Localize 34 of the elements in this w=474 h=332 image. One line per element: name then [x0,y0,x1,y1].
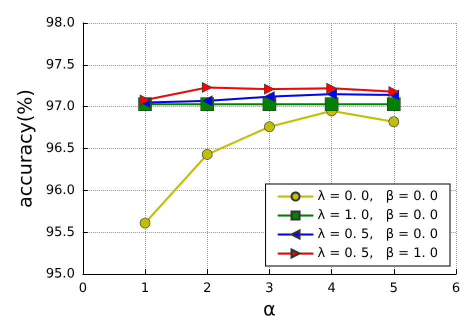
x-tick-label: 6 [452,281,460,296]
y-tick-label: 96.0 [46,182,75,198]
legend-label: λ = 0. 5, β = 0. 0 [318,227,438,242]
y-tick-label: 95.5 [46,224,75,240]
y-tick-label: 95.0 [46,266,75,282]
point [326,88,337,100]
x-tick-label: 5 [390,281,398,296]
point [264,121,275,132]
point [324,97,338,111]
point [140,218,150,228]
point [387,97,401,111]
point [202,82,213,93]
point [264,84,275,94]
y-tick-label: 97.5 [46,57,75,72]
y-tick-label: 97.0 [46,99,75,114]
legend-label: λ = 1. 0, β = 0. 0 [318,208,438,223]
y-axis-title: accuracy(%) [14,89,36,208]
y-tick-label: 96.5 [46,141,75,156]
x-tick-label: 0 [78,281,87,296]
x-tick-label: 3 [265,281,274,296]
point [202,96,213,106]
point [388,86,400,97]
x-tick-label: 1 [140,281,150,296]
point [202,149,213,160]
point [264,91,275,102]
legend-label: λ = 0. 5, β = 1. 0 [318,246,438,261]
legend-label: λ = 0. 0, β = 0. 0 [318,189,438,204]
x-tick-label: 4 [327,281,336,296]
x-axis-title: α [263,298,276,320]
point [326,82,337,94]
point [388,116,400,128]
y-tick-label: 98.0 [46,16,75,30]
x-tick-label: 2 [203,281,212,296]
point [140,94,150,106]
